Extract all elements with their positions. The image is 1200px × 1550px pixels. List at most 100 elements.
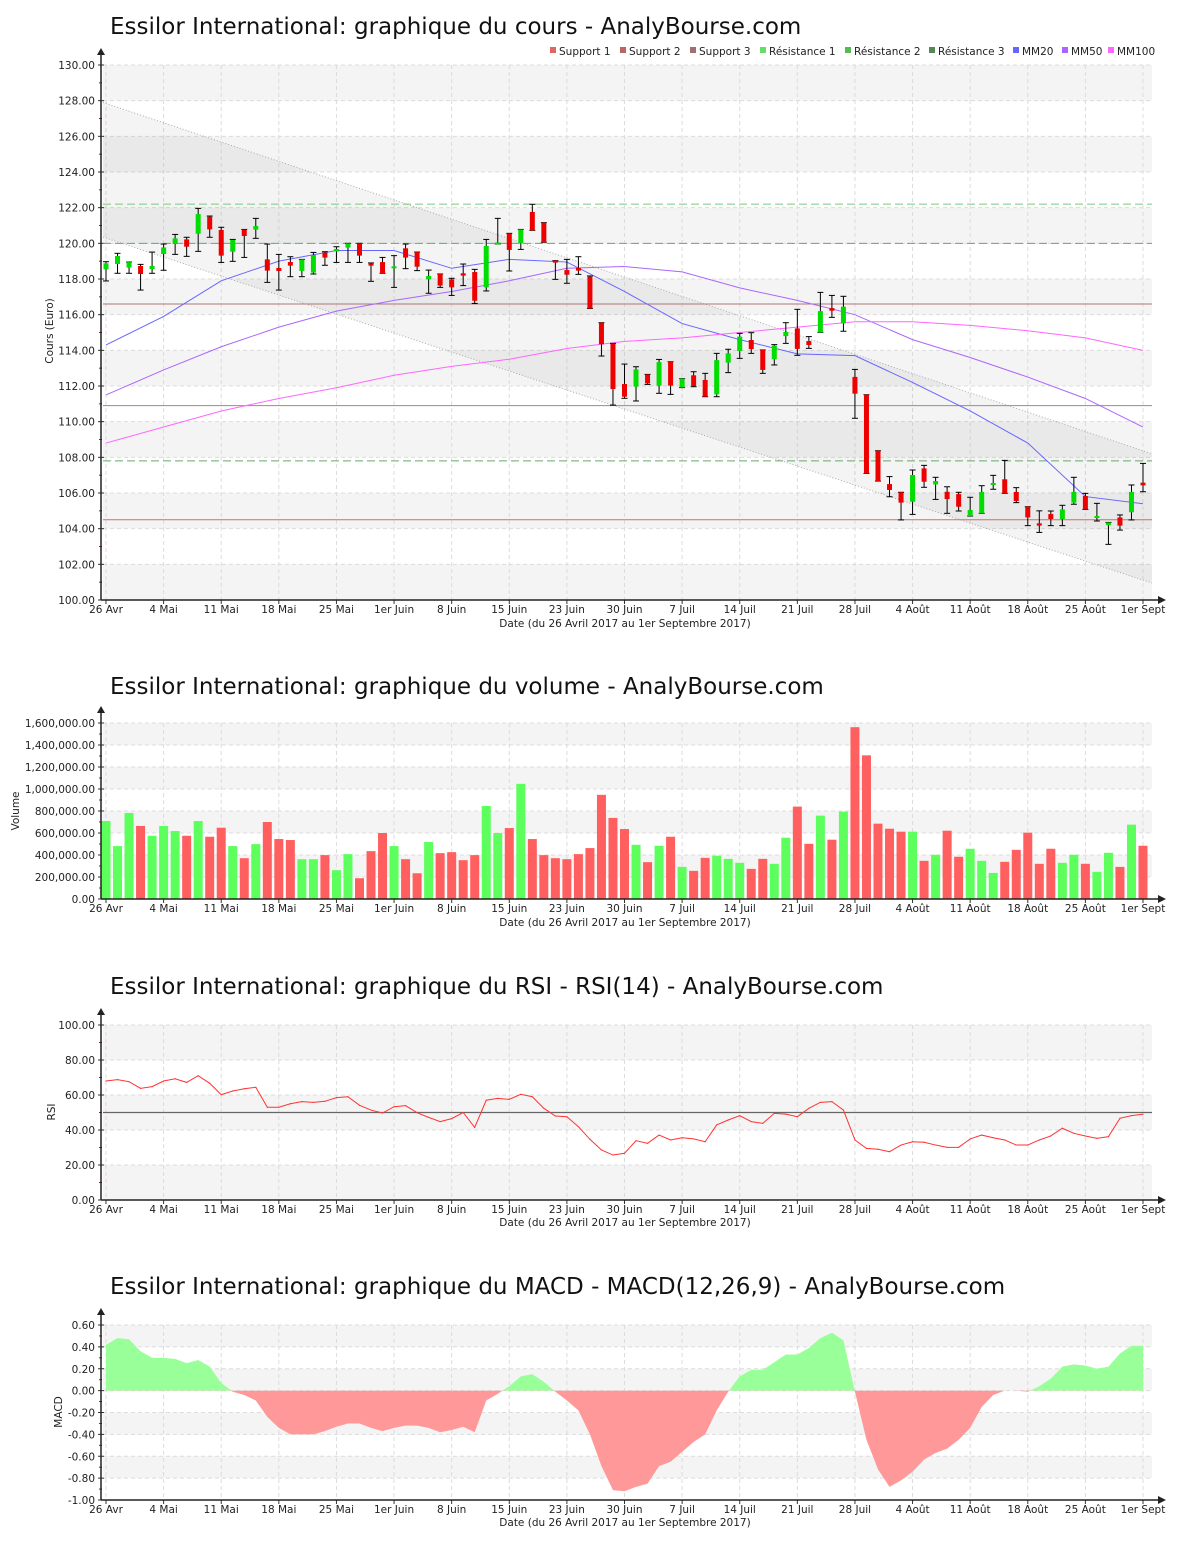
y-axis-arrow-icon: [97, 1308, 105, 1315]
rsi-point: [704, 1141, 706, 1143]
rsi-point: [554, 1115, 556, 1117]
x-tick-label: 4 Août: [895, 903, 929, 915]
rsi-point: [381, 1112, 384, 1114]
rsi-point: [831, 1101, 833, 1103]
volume-bar: [1057, 862, 1067, 899]
legend-swatch: [1108, 47, 1114, 53]
y-tick-label: 20.00: [65, 1160, 95, 1172]
macd-x-axis-label: Date (du 26 Avril 2017 au 1er Septembre …: [499, 1517, 750, 1529]
y-tick-label: 116.00: [58, 310, 95, 322]
x-tick-label: 25 Mai: [319, 1204, 354, 1216]
y-tick-label: 0.00: [72, 1386, 95, 1398]
candle: [955, 491, 962, 512]
rsi-point: [600, 1149, 603, 1151]
volume-bar: [769, 863, 779, 899]
candle-body: [276, 267, 282, 271]
macd-chart-title: Essilor International: graphique du MACD…: [110, 1274, 1005, 1300]
rsi-point: [116, 1079, 119, 1081]
candle: [771, 344, 778, 366]
x-tick-label: 15 Juin: [491, 903, 527, 915]
rsi-point: [1050, 1135, 1052, 1137]
moving-average-mm100: [105, 321, 1144, 444]
volume-bar: [758, 858, 768, 899]
volume-bar: [666, 836, 676, 899]
x-axis-arrow-icon: [1158, 895, 1166, 903]
volume-bar: [620, 829, 629, 899]
rsi-point: [197, 1075, 199, 1077]
rsi-point: [1096, 1137, 1098, 1139]
y-tick-label: 128.00: [58, 96, 95, 108]
volume-bar: [1011, 849, 1021, 899]
y-tick-label: 80.00: [65, 1055, 95, 1067]
candle-body: [910, 474, 916, 502]
candle-body: [840, 306, 846, 324]
rsi-point: [750, 1121, 752, 1123]
rsi-point: [923, 1141, 925, 1143]
candle: [1059, 504, 1066, 527]
x-tick-label: 11 Mai: [204, 1504, 239, 1516]
rsi-point: [232, 1090, 234, 1092]
candle: [402, 243, 409, 270]
legend-swatch: [929, 47, 935, 53]
volume-bar: [1138, 845, 1148, 899]
volume-bar: [977, 860, 987, 899]
y-tick-label: 130.00: [58, 60, 95, 72]
volume-bar: [562, 859, 572, 899]
candle-body: [437, 274, 443, 286]
x-tick-label: 21 Juil: [781, 1504, 813, 1516]
legend-swatch: [1062, 47, 1068, 53]
legend-item: Support 3: [690, 46, 751, 58]
y-tick-label: 1,200,000.00: [25, 762, 95, 774]
rsi-point: [151, 1086, 153, 1088]
candle: [448, 277, 455, 296]
macd-negative-area: [106, 1390, 1143, 1492]
volume-bar: [965, 848, 975, 899]
candle-body: [207, 216, 213, 230]
x-tick-label: 18 Août: [1007, 1504, 1048, 1516]
rsi-point: [958, 1146, 960, 1148]
x-tick-label: 15 Juin: [491, 1504, 527, 1516]
candle-body: [1094, 516, 1100, 519]
volume-bar: [1000, 861, 1010, 899]
rsi-point: [451, 1118, 453, 1120]
rsi-point: [1027, 1144, 1029, 1146]
rsi-point: [911, 1141, 914, 1143]
candle-body: [921, 468, 927, 482]
x-tick-label: 30 Juin: [606, 1504, 642, 1516]
background-band: [103, 65, 1152, 101]
x-tick-label: 30 Juin: [606, 1204, 642, 1216]
candle: [1093, 502, 1100, 522]
candle: [828, 294, 835, 318]
candle: [794, 308, 801, 356]
rsi-point: [186, 1081, 188, 1083]
candle: [782, 322, 789, 344]
volume-bar: [182, 835, 192, 899]
rsi-point: [935, 1144, 937, 1146]
volume-chart: 0.00 200,000.00 400,000.00 600,000.00 800,00…: [25, 706, 1166, 915]
candle: [609, 342, 616, 406]
y-tick-label: 100.00: [58, 595, 95, 607]
trend-channel-lower: [102, 236, 1153, 584]
volume-bar: [285, 840, 295, 899]
x-tick-label: 26 Avr: [89, 903, 123, 915]
candle: [851, 368, 858, 419]
x-tick-label: 28 Juil: [839, 903, 871, 915]
rsi-point: [762, 1122, 764, 1124]
x-tick-label: 1er Juin: [374, 604, 414, 616]
macd-y-axis-label: MACD: [53, 1396, 65, 1427]
y-tick-label: 40.00: [65, 1125, 95, 1137]
candle: [552, 260, 559, 280]
background-band: [103, 207, 1152, 244]
candle: [425, 269, 432, 294]
candle: [298, 258, 305, 278]
volume-bar: [689, 870, 699, 899]
candle-body: [1105, 522, 1111, 526]
rsi-point: [508, 1098, 510, 1100]
x-tick-label: 1er Sept: [1121, 903, 1166, 915]
candle: [586, 275, 593, 309]
legend-swatch: [620, 47, 626, 53]
candle: [644, 373, 651, 385]
rsi-point: [278, 1106, 280, 1108]
rsi-point: [255, 1086, 257, 1088]
candle: [160, 243, 167, 271]
